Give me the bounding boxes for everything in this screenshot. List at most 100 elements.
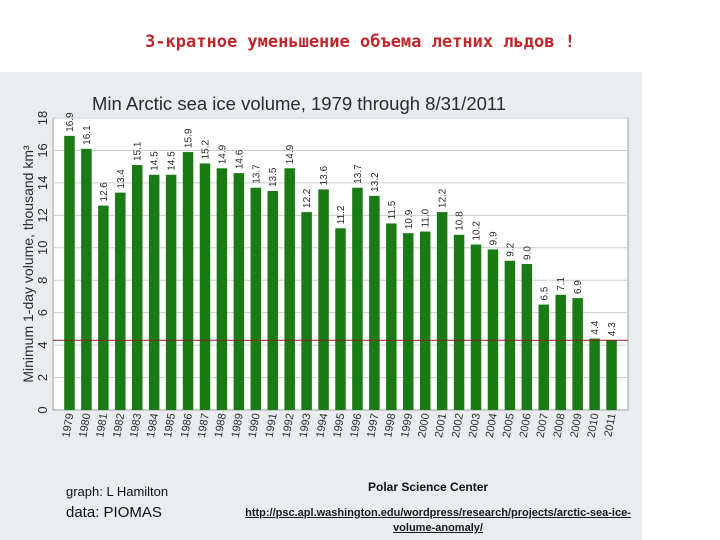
x-tick-label: 1980 [77, 412, 93, 438]
data-label: 11.5 [387, 200, 398, 219]
bar [148, 174, 160, 410]
x-tick-label: 1993 [298, 412, 314, 438]
data-label: 15.2 [200, 140, 211, 160]
slide-title: 3-кратное уменьшение объема летних льдов… [145, 32, 575, 52]
data-label: 7.1 [556, 276, 567, 290]
x-tick-label: 2006 [518, 412, 534, 438]
x-tick-label: 1997 [365, 412, 381, 438]
data-label: 14.9 [285, 144, 296, 164]
bar [81, 148, 92, 411]
x-tick-label: 1979 [60, 412, 76, 438]
x-tick-label: 2003 [467, 412, 483, 438]
data-label: 13.5 [268, 167, 279, 187]
bar [487, 249, 499, 410]
data-label: 4.3 [607, 322, 618, 336]
data-label: 11.0 [421, 208, 432, 227]
data-label: 13.2 [370, 172, 381, 192]
data-label: 15.9 [184, 128, 195, 148]
x-tick-label: 2011 [603, 412, 619, 437]
x-tick-label: 1986 [179, 412, 195, 438]
bar [572, 298, 583, 410]
bar [436, 212, 448, 410]
x-tick-label: 1995 [331, 412, 347, 438]
y-tick-label: 12 [35, 208, 50, 222]
bar [369, 195, 380, 410]
x-tick-label: 1985 [162, 412, 178, 438]
bar [335, 228, 346, 410]
bar [318, 189, 329, 410]
bar [352, 187, 363, 410]
y-tick-label: 8 [35, 277, 50, 284]
x-tick-label: 1983 [128, 412, 144, 438]
x-tick-label: 1994 [314, 412, 330, 438]
bar [216, 168, 228, 410]
bar [589, 338, 600, 410]
bar [267, 191, 278, 410]
graph-credit: graph: L Hamilton [66, 484, 169, 499]
x-tick-label: 1996 [348, 412, 364, 438]
x-tick-label: 2009 [569, 412, 585, 438]
chart-title: Min Arctic sea ice volume, 1979 through … [92, 93, 506, 114]
data-label: 11.2 [336, 205, 347, 224]
bar [199, 163, 211, 410]
data-label: 12.2 [438, 188, 449, 208]
y-axis-label: Minimum 1-day volume, thousand km³ [20, 145, 36, 383]
bar [98, 205, 109, 410]
bar [403, 233, 414, 410]
y-tick-label: 4 [35, 341, 50, 348]
x-tick-label: 2005 [501, 412, 517, 438]
bar [538, 304, 550, 410]
x-tick-label: 1989 [230, 412, 246, 438]
data-label: 9.9 [488, 231, 499, 245]
data-label: 10.8 [455, 211, 466, 231]
source-url-link[interactable]: http://psc.apl.washington.edu/wordpress/… [245, 507, 631, 534]
x-tick-label: 2002 [450, 412, 466, 438]
data-label: 16.9 [65, 112, 76, 132]
x-tick-label: 1987 [196, 412, 212, 438]
bar [250, 187, 262, 410]
data-label: 14.5 [150, 151, 161, 171]
y-tick-label: 2 [35, 374, 50, 381]
data-label: 6.9 [573, 280, 584, 294]
x-tick-label: 2004 [484, 412, 500, 438]
x-tick-label: 1982 [111, 412, 127, 438]
bar [284, 168, 295, 410]
data-label: 13.6 [319, 165, 330, 185]
bar [453, 234, 465, 410]
bar [504, 260, 516, 410]
data-label: 13.4 [116, 169, 127, 189]
x-tick-label: 2001 [433, 412, 449, 438]
data-label: 4.4 [590, 320, 601, 334]
data-label: 6.5 [539, 286, 550, 300]
bar [64, 135, 75, 410]
data-label: 12.6 [99, 182, 110, 202]
bar [115, 192, 126, 410]
bars [64, 135, 617, 411]
y-tick-label: 10 [35, 241, 50, 255]
value-labels: 16.9 16.1 12.6 13.4 15.1 14.5 14.5 15.9 15.2 14.9… [65, 112, 618, 336]
x-tick-label: 1981 [94, 412, 110, 438]
bar [386, 223, 397, 410]
x-tick-label: 1984 [145, 412, 161, 438]
data-label: 9.2 [505, 242, 516, 256]
x-tick-labels: 1979 1980 1981 1982 1983 1984 1985 1986 1987 1988… [60, 412, 618, 438]
data-label: 15.1 [133, 141, 144, 161]
y-tick-label: 0 [35, 406, 50, 413]
y-tick-label: 6 [35, 309, 50, 316]
data-label: 13.7 [251, 164, 262, 184]
y-tick-label: 18 [35, 111, 50, 125]
bar [419, 231, 431, 410]
data-label: 10.2 [472, 221, 483, 241]
data-label: 13.7 [353, 164, 364, 184]
bar [301, 212, 312, 410]
data-label: 14.6 [234, 149, 245, 169]
bar [521, 264, 533, 410]
bar [555, 294, 566, 410]
x-tick-label: 1988 [213, 412, 229, 438]
bar [470, 244, 482, 410]
bar [606, 340, 617, 410]
y-tick-label: 14 [35, 176, 50, 190]
x-tick-label: 1990 [247, 412, 263, 438]
x-tick-label: 1992 [281, 412, 297, 438]
bar [165, 174, 177, 410]
